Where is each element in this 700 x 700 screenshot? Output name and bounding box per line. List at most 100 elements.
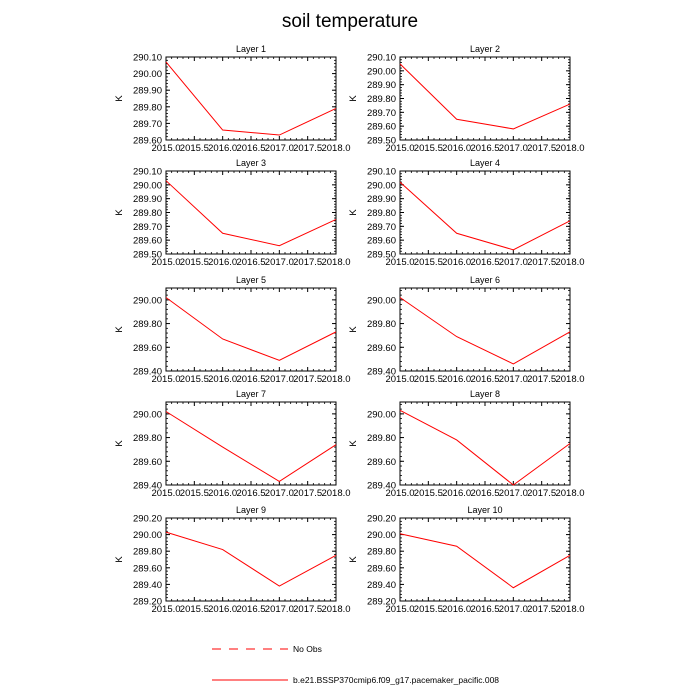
y-tick-label: 290.00 <box>133 180 162 191</box>
series-line <box>165 61 337 136</box>
x-tick-label: 2017.5 <box>293 604 322 615</box>
y-tick-label: 289.60 <box>367 236 396 247</box>
x-tick-label: 2016.5 <box>236 488 265 499</box>
x-tick-label: 2018.0 <box>555 488 584 499</box>
y-tick-label: 289.80 <box>133 208 162 219</box>
figure-title: soil temperature <box>282 11 418 32</box>
y-tick-label: 289.60 <box>133 343 162 354</box>
y-tick-label: 289.80 <box>367 319 396 330</box>
y-tick-label: 289.80 <box>133 547 162 558</box>
y-tick-label: 290.00 <box>367 66 396 77</box>
series-line <box>399 533 571 589</box>
x-tick-label: 2016.0 <box>208 257 237 268</box>
legend-obs-label: No Obs <box>293 644 322 654</box>
x-tick-label: 2017.0 <box>499 143 528 154</box>
plot-frame <box>399 287 571 372</box>
x-tick-label: 2015.5 <box>414 143 443 154</box>
y-tick-label: 290.10 <box>367 167 396 178</box>
panel-title: Layer 2 <box>470 44 500 54</box>
x-tick-label: 2017.0 <box>265 604 294 615</box>
x-tick-label: 2017.0 <box>265 374 294 385</box>
panel-title: Layer 6 <box>470 275 500 285</box>
x-tick-label: 2015.5 <box>414 257 443 268</box>
y-tick-label: 289.90 <box>133 194 162 205</box>
x-tick-label: 2015.5 <box>180 143 209 154</box>
y-tick-label: 290.00 <box>133 69 162 80</box>
x-tick-label: 2018.0 <box>555 143 584 154</box>
y-axis-label: K <box>348 95 359 102</box>
y-tick-label: 289.60 <box>133 563 162 574</box>
y-tick-label: 289.60 <box>133 136 162 147</box>
y-axis-label: K <box>114 209 125 216</box>
x-tick-label: 2017.5 <box>527 488 556 499</box>
y-tick-label: 289.70 <box>133 222 162 233</box>
y-tick-label: 290.20 <box>133 514 162 525</box>
x-tick-label: 2016.5 <box>470 488 499 499</box>
y-tick-label: 289.70 <box>367 108 396 119</box>
y-tick-label: 289.40 <box>133 367 162 378</box>
series-line <box>399 63 571 130</box>
x-tick-label: 2017.5 <box>293 257 322 268</box>
y-tick-label: 290.00 <box>367 530 396 541</box>
x-tick-label: 2015.5 <box>180 374 209 385</box>
y-tick-label: 289.20 <box>367 597 396 608</box>
x-tick-label: 2017.0 <box>499 604 528 615</box>
y-tick-label: 289.40 <box>133 481 162 492</box>
x-tick-label: 2016.5 <box>470 604 499 615</box>
x-tick-label: 2016.5 <box>236 143 265 154</box>
plot-frame <box>165 287 337 372</box>
plot-frame <box>165 517 337 602</box>
x-tick-label: 2016.5 <box>470 143 499 154</box>
x-tick-label: 2016.0 <box>208 143 237 154</box>
panel-title: Layer 8 <box>470 389 500 399</box>
y-tick-label: 289.50 <box>133 250 162 261</box>
x-tick-label: 2015.5 <box>180 488 209 499</box>
y-axis-label: K <box>348 440 359 447</box>
x-tick-label: 2015.0 <box>151 488 180 499</box>
x-tick-label: 2015.0 <box>385 257 414 268</box>
y-tick-label: 289.80 <box>133 433 162 444</box>
series-line <box>399 181 571 251</box>
y-tick-label: 289.40 <box>367 367 396 378</box>
y-tick-label: 289.70 <box>367 222 396 233</box>
x-tick-label: 2016.5 <box>236 257 265 268</box>
y-tick-label: 289.60 <box>133 457 162 468</box>
y-tick-label: 290.10 <box>133 53 162 64</box>
y-tick-label: 289.60 <box>367 563 396 574</box>
x-tick-label: 2017.5 <box>527 374 556 385</box>
y-tick-label: 289.40 <box>367 580 396 591</box>
y-tick-label: 289.60 <box>367 343 396 354</box>
x-tick-label: 2017.5 <box>527 257 556 268</box>
y-tick-label: 289.50 <box>367 250 396 261</box>
x-tick-label: 2017.0 <box>499 488 528 499</box>
series-line <box>399 409 571 486</box>
x-tick-label: 2018.0 <box>555 604 584 615</box>
x-tick-label: 2015.0 <box>151 604 180 615</box>
y-tick-label: 289.50 <box>367 136 396 147</box>
x-tick-label: 2015.5 <box>414 488 443 499</box>
x-tick-label: 2017.0 <box>499 257 528 268</box>
y-tick-label: 289.70 <box>133 119 162 130</box>
panel-title: Layer 3 <box>236 158 266 168</box>
y-tick-label: 290.00 <box>367 180 396 191</box>
x-tick-label: 2016.5 <box>470 374 499 385</box>
x-tick-label: 2016.0 <box>442 488 471 499</box>
plot-frame <box>399 56 571 141</box>
x-tick-label: 2015.5 <box>180 604 209 615</box>
y-tick-label: 289.60 <box>133 236 162 247</box>
panel-title: Layer 10 <box>467 505 502 515</box>
y-tick-label: 289.40 <box>367 481 396 492</box>
y-tick-label: 290.00 <box>133 530 162 541</box>
y-tick-label: 289.90 <box>367 80 396 91</box>
plot-frame <box>399 517 571 602</box>
y-tick-label: 290.00 <box>133 295 162 306</box>
panel-title: Layer 1 <box>236 44 266 54</box>
y-axis-label: K <box>348 326 359 333</box>
x-tick-label: 2016.0 <box>442 374 471 385</box>
y-tick-label: 289.80 <box>367 547 396 558</box>
